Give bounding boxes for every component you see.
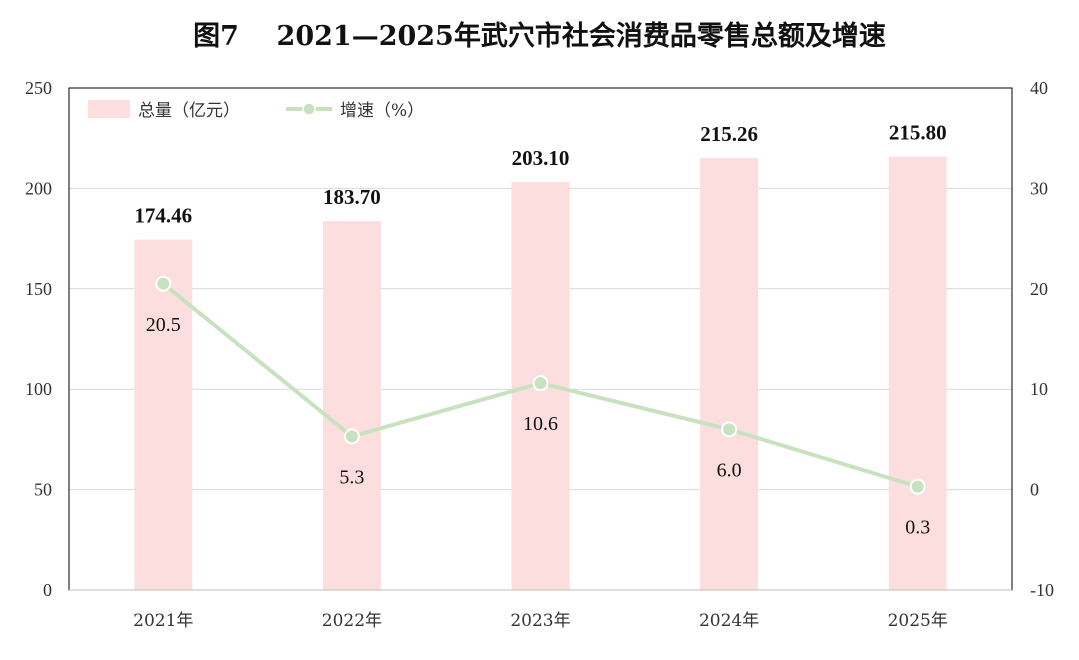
y-right-tick-label: 0 [1030, 480, 1039, 500]
data-labels: 174.46 183.70 203.10 215.26 215.80 20.5 5.3 10.… [134, 121, 946, 539]
legend-line-label: 增速（%） [340, 101, 424, 121]
y-left-tick-label: 100 [25, 379, 52, 399]
legend-bar-swatch [88, 100, 130, 118]
bar-value-label: 174.46 [134, 204, 192, 228]
x-tick-label: 2021年 [133, 611, 193, 631]
y-right-tick-label: 40 [1030, 78, 1048, 98]
growth-value-label: 10.6 [523, 413, 558, 435]
legend-line-marker [302, 102, 316, 116]
x-tick-label: 2022年 [322, 611, 382, 631]
y-right-tick-label: -10 [1030, 580, 1054, 600]
growth-point [721, 421, 738, 438]
x-tick-label: 2025年 [888, 611, 948, 631]
legend: 总量（亿元） 增速（%） [88, 100, 424, 121]
growth-value-label: 6.0 [717, 459, 742, 481]
bar-value-label: 183.70 [323, 185, 381, 209]
bar [700, 157, 759, 590]
growth-point [155, 275, 172, 292]
y-left-tick-label: 250 [25, 78, 52, 98]
bar-series [134, 156, 947, 591]
chart-title: 图7 2021—2025年武穴市社会消费品零售总额及增速 [193, 21, 886, 52]
y-right-tick-label: 10 [1030, 379, 1048, 399]
bar-value-label: 203.10 [512, 146, 570, 170]
growth-value-label: 20.5 [146, 314, 181, 336]
growth-value-label: 0.3 [905, 517, 930, 539]
growth-point [343, 428, 360, 445]
x-tick-label: 2024年 [699, 611, 759, 631]
growth-point [909, 478, 926, 495]
x-tick-label: 2023年 [510, 611, 570, 631]
y-left-tick-label: 150 [25, 279, 52, 299]
axes: 0 50 100 150 200 250 -10 0 10 20 30 40 2021年 2022年 202… [25, 78, 1054, 631]
bar [888, 156, 947, 591]
bar-value-label: 215.26 [700, 122, 758, 146]
growth-point [532, 375, 549, 392]
y-right-tick-label: 30 [1030, 178, 1048, 198]
legend-bar-label: 总量（亿元） [138, 101, 240, 121]
y-left-tick-label: 50 [34, 480, 52, 500]
bar [134, 239, 193, 590]
y-right-tick-label: 20 [1030, 279, 1048, 299]
bar-value-label: 215.80 [889, 121, 947, 145]
y-left-tick-label: 0 [43, 580, 52, 600]
bar [322, 221, 381, 590]
growth-value-label: 5.3 [339, 466, 364, 488]
line-series [155, 275, 926, 495]
y-left-tick-label: 200 [25, 178, 52, 198]
